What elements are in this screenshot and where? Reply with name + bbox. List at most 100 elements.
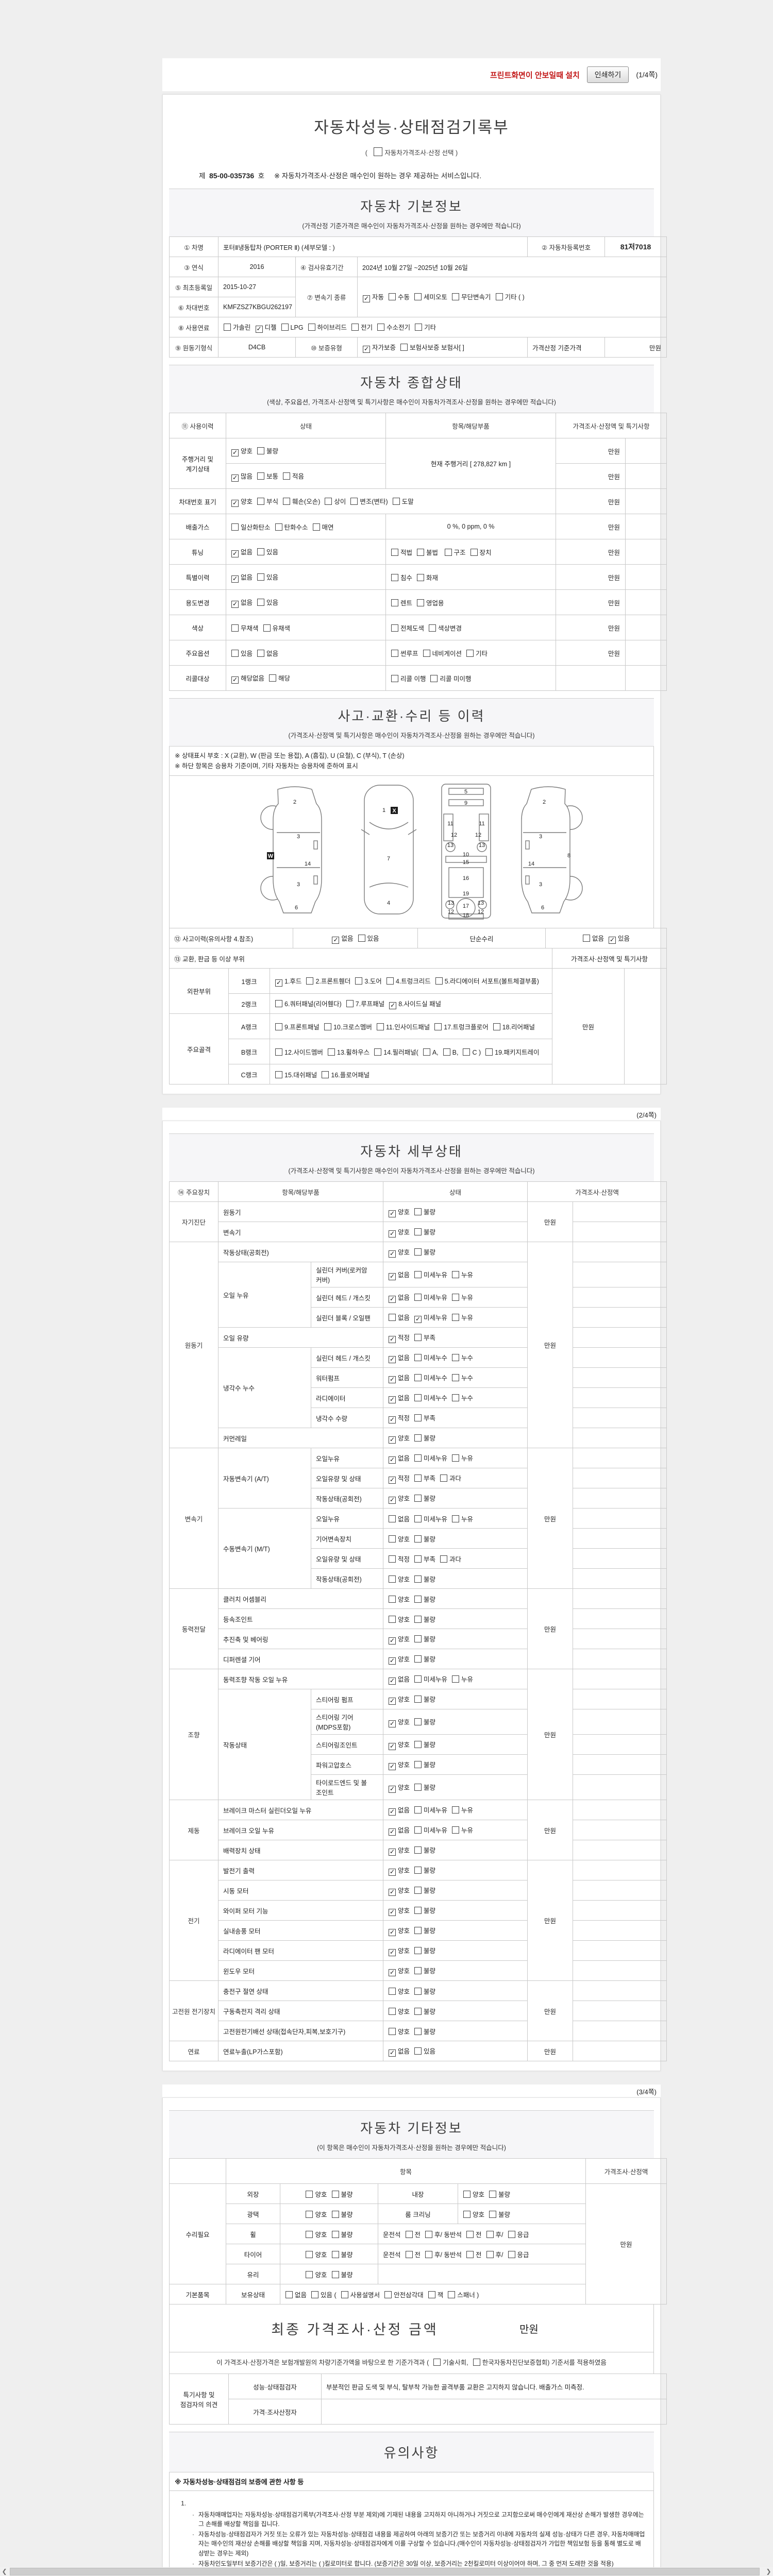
checkbox[interactable]: [400, 343, 408, 351]
checkbox[interactable]: [283, 497, 291, 505]
checkbox[interactable]: [389, 1969, 396, 1976]
checkbox[interactable]: [355, 977, 363, 985]
checkbox[interactable]: [423, 1048, 430, 1056]
checkbox[interactable]: [231, 550, 239, 557]
checkbox[interactable]: [312, 523, 320, 531]
checkbox[interactable]: [346, 999, 354, 1007]
checkbox[interactable]: [350, 497, 358, 505]
checkbox[interactable]: [374, 1048, 382, 1056]
checkbox[interactable]: [376, 1023, 384, 1030]
checkbox[interactable]: [452, 1270, 460, 1278]
checkbox[interactable]: [417, 573, 425, 581]
checkbox[interactable]: [414, 1248, 422, 1256]
checkbox[interactable]: [434, 1023, 442, 1030]
checkbox[interactable]: [473, 2359, 480, 2366]
checkbox[interactable]: [275, 523, 282, 531]
checkbox[interactable]: [389, 1948, 396, 1956]
checkbox[interactable]: [257, 548, 265, 555]
checkbox[interactable]: [414, 1615, 422, 1623]
checkbox[interactable]: [425, 2250, 433, 2258]
checkbox[interactable]: [433, 2359, 441, 2366]
checkbox[interactable]: [463, 1048, 470, 1056]
checkbox[interactable]: [263, 624, 271, 632]
checkbox[interactable]: [414, 1783, 422, 1791]
checkbox[interactable]: [389, 1697, 396, 1705]
checkbox[interactable]: [389, 2049, 396, 2057]
checkbox[interactable]: [389, 1555, 396, 1563]
checkbox[interactable]: [389, 1515, 396, 1522]
checkbox[interactable]: [414, 2027, 422, 2035]
checkbox[interactable]: [440, 1555, 448, 1563]
scrollbar-thumb[interactable]: [10, 2568, 760, 2575]
checkbox[interactable]: [414, 1886, 422, 1894]
checkbox[interactable]: [391, 674, 398, 682]
checkbox[interactable]: [414, 1655, 422, 1663]
checkbox[interactable]: [452, 1293, 460, 1301]
checkbox[interactable]: [435, 977, 443, 985]
checkbox[interactable]: [363, 295, 370, 302]
checkbox[interactable]: [275, 1071, 282, 1078]
checkbox[interactable]: [391, 573, 398, 581]
checkbox[interactable]: [377, 323, 385, 331]
checkbox[interactable]: [391, 599, 398, 606]
checkbox[interactable]: [414, 2007, 422, 2015]
checkbox[interactable]: [414, 1474, 422, 1482]
checkbox[interactable]: [275, 999, 282, 1007]
checkbox[interactable]: [231, 624, 239, 632]
checkbox[interactable]: [389, 1575, 396, 1583]
checkbox[interactable]: [341, 2291, 348, 2298]
checkbox[interactable]: [231, 474, 239, 482]
checkbox[interactable]: [283, 472, 291, 480]
checkbox[interactable]: [358, 934, 365, 942]
checkbox[interactable]: [389, 1868, 396, 1876]
checkbox[interactable]: [391, 649, 398, 657]
checkbox[interactable]: [414, 1635, 422, 1642]
checkbox[interactable]: [389, 1355, 396, 1363]
checkbox[interactable]: [257, 598, 265, 606]
checkbox[interactable]: [331, 2250, 339, 2258]
checkbox[interactable]: [374, 147, 383, 156]
checkbox[interactable]: [414, 1353, 422, 1361]
checkbox[interactable]: [389, 2007, 396, 2015]
checkbox[interactable]: [463, 2210, 470, 2218]
checkbox[interactable]: [231, 523, 239, 531]
checkbox[interactable]: [324, 1023, 331, 1030]
checkbox[interactable]: [414, 1270, 422, 1278]
checkbox[interactable]: [414, 1535, 422, 1543]
checkbox[interactable]: [417, 548, 425, 556]
checkbox[interactable]: [363, 345, 370, 353]
checkbox[interactable]: [443, 1048, 450, 1056]
checkbox[interactable]: [331, 2230, 339, 2238]
checkbox[interactable]: [389, 1295, 396, 1303]
checkbox[interactable]: [452, 1313, 460, 1321]
checkbox[interactable]: [389, 1396, 396, 1403]
checkbox[interactable]: [414, 1740, 422, 1748]
checkbox[interactable]: [389, 293, 396, 300]
checkbox[interactable]: [609, 936, 616, 944]
checkbox[interactable]: [414, 1906, 422, 1914]
checkbox[interactable]: [389, 1657, 396, 1665]
checkbox[interactable]: [389, 1436, 396, 1444]
checkbox[interactable]: [429, 624, 436, 632]
checkbox[interactable]: [414, 1967, 422, 1974]
checkbox[interactable]: [306, 2210, 313, 2218]
checkbox[interactable]: [414, 1394, 422, 1401]
checkbox[interactable]: [414, 1414, 422, 1421]
checkbox[interactable]: [414, 1695, 422, 1703]
checkbox[interactable]: [414, 1718, 422, 1725]
checkbox[interactable]: [486, 2250, 494, 2258]
checkbox[interactable]: [281, 323, 289, 331]
checkbox[interactable]: [325, 497, 332, 505]
checkbox[interactable]: [257, 497, 265, 505]
checkbox[interactable]: [485, 1048, 493, 1056]
checkbox[interactable]: [386, 977, 394, 985]
checkbox[interactable]: [414, 1374, 422, 1381]
checkbox[interactable]: [389, 1908, 396, 1916]
checkbox[interactable]: [257, 447, 265, 454]
checkbox[interactable]: [414, 1315, 422, 1323]
checkbox[interactable]: [257, 649, 265, 657]
checkbox[interactable]: [257, 573, 265, 581]
scroll-left-icon[interactable]: ❮: [2, 2568, 7, 2575]
checkbox[interactable]: [414, 1575, 422, 1583]
checkbox[interactable]: [466, 2230, 474, 2238]
